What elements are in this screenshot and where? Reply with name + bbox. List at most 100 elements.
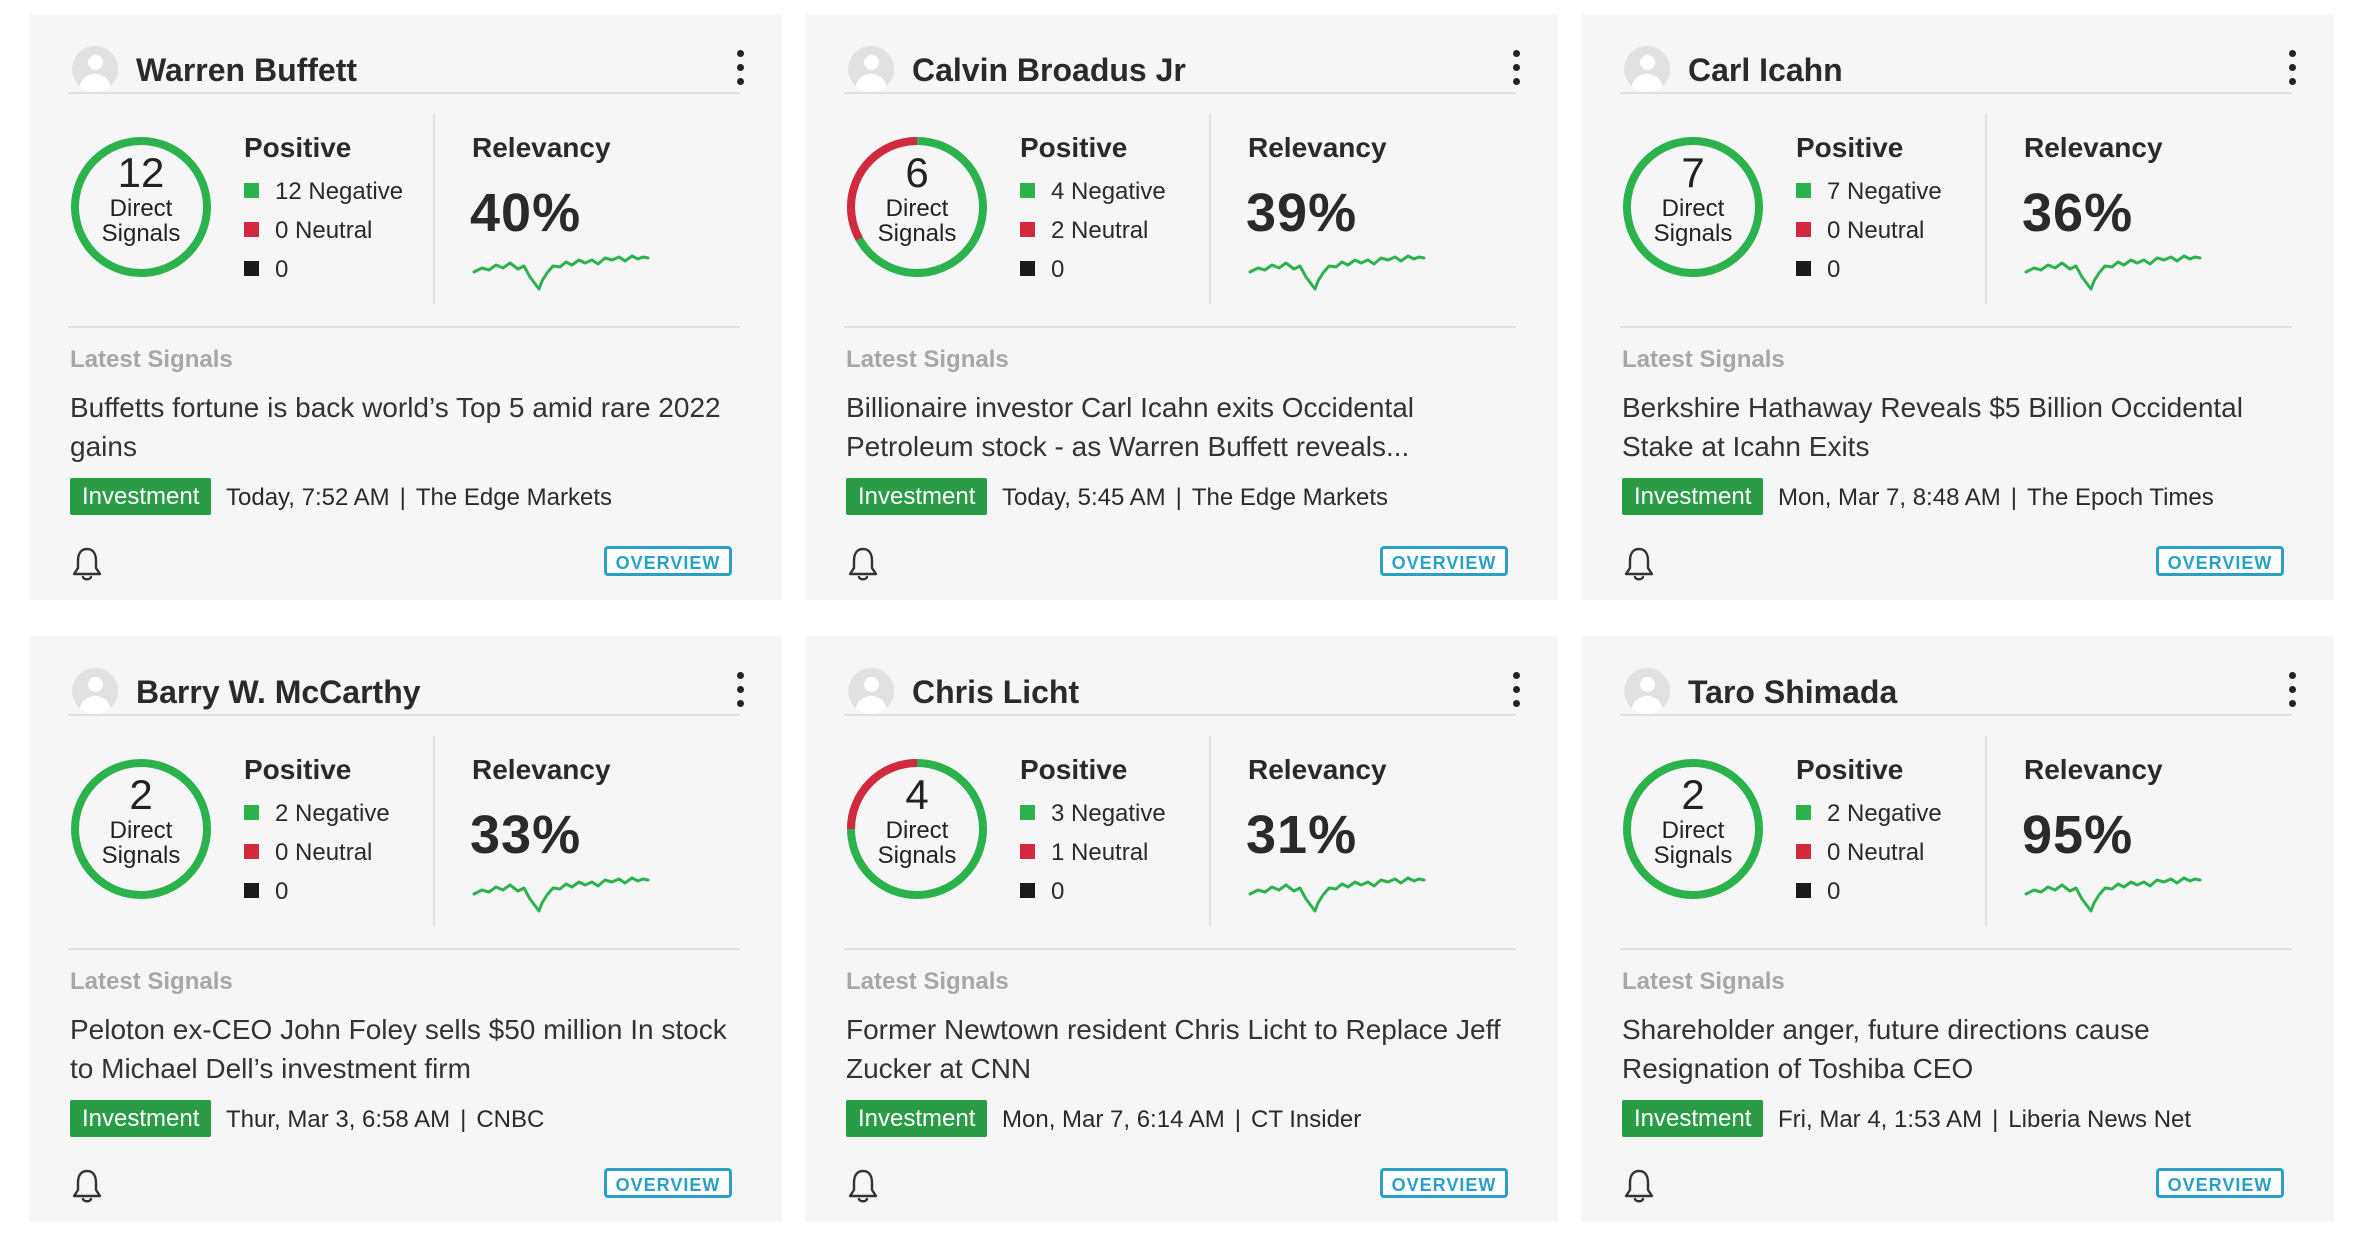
- overview-button[interactable]: OVERVIEW: [1380, 1168, 1508, 1198]
- black-square-icon: [1796, 883, 1811, 898]
- red-square-icon: [244, 222, 259, 237]
- more-vertical-icon[interactable]: [1508, 50, 1524, 90]
- signal-headline-link[interactable]: Buffetts fortune is back world’s Top 5 a…: [70, 392, 721, 462]
- signal-source: The Epoch Times: [2027, 484, 2214, 511]
- signal-headline-link[interactable]: Berkshire Hathaway Reveals $5 Billion Oc…: [1622, 392, 2243, 462]
- person-name[interactable]: Carl Icahn: [1688, 52, 1843, 88]
- direct-signals-ring: 6 Direct Signals: [844, 134, 990, 280]
- relevancy-sparkline: [472, 254, 650, 291]
- horizontal-divider: [68, 948, 740, 950]
- relevancy-heading: Relevancy: [2024, 754, 2163, 785]
- relevancy-value: 95%: [2022, 805, 2134, 865]
- direct-signals-label: Direct Signals: [1653, 195, 1733, 247]
- card-header: Warren Buffett: [68, 36, 744, 94]
- signal-source: The Edge Markets: [415, 484, 612, 511]
- positive-heading: Positive: [1020, 132, 1128, 163]
- bell-icon[interactable]: [1622, 546, 1656, 582]
- bell-icon[interactable]: [70, 546, 104, 582]
- signal-time: Fri, Mar 4, 1:53 AM: [1778, 1106, 1983, 1133]
- direct-signals-label: Direct Signals: [1653, 817, 1733, 869]
- direct-signals-label: Direct Signals: [101, 817, 181, 869]
- legend-other: 0: [1796, 256, 1840, 284]
- more-vertical-icon[interactable]: [2284, 50, 2300, 90]
- person-signal-card: Warren Buffett 12 Direct Signals Positive…: [30, 14, 782, 600]
- black-square-icon: [1020, 261, 1035, 276]
- signal-headline-link[interactable]: Billionaire investor Carl Icahn exits Oc…: [846, 392, 1415, 462]
- card-header: Barry W. McCarthy: [68, 658, 744, 716]
- bell-icon[interactable]: [846, 546, 880, 582]
- person-signal-card: Calvin Broadus Jr 6 Direct Signals Positi…: [806, 14, 1558, 600]
- legend-other: 0: [1796, 878, 1840, 906]
- positive-heading: Positive: [1020, 754, 1128, 785]
- person-name[interactable]: Chris Licht: [912, 674, 1080, 710]
- user-avatar-icon: [1624, 46, 1670, 92]
- signal-time: Today, 7:52 AM: [226, 484, 390, 511]
- direct-signals-ring: 4 Direct Signals: [844, 756, 990, 902]
- signal-headline-link[interactable]: Peloton ex-CEO John Foley sells $50 mill…: [70, 1014, 727, 1084]
- horizontal-divider: [1620, 326, 2292, 328]
- latest-signals-heading: Latest Signals: [846, 968, 1009, 995]
- positive-heading: Positive: [1796, 754, 1904, 785]
- user-avatar-icon: [848, 46, 894, 92]
- person-name[interactable]: Calvin Broadus Jr: [912, 52, 1186, 88]
- relevancy-heading: Relevancy: [472, 132, 611, 163]
- green-square-icon: [1796, 805, 1811, 820]
- legend-neutral: 0 Neutral: [244, 839, 372, 867]
- signal-meta: Thur, Mar 3, 6:58 AM | CNBC: [226, 1106, 545, 1133]
- person-signal-card: Barry W. McCarthy 2 Direct Signals Positi…: [30, 636, 782, 1222]
- signal-source: Liberia News Net: [2008, 1106, 2192, 1133]
- category-tag: Investment: [1622, 478, 1764, 515]
- black-square-icon: [244, 261, 259, 276]
- red-square-icon: [1796, 222, 1811, 237]
- person-name[interactable]: Warren Buffett: [136, 52, 358, 88]
- more-vertical-icon[interactable]: [1508, 672, 1524, 712]
- overview-button[interactable]: OVERVIEW: [1380, 546, 1508, 576]
- overview-button[interactable]: OVERVIEW: [604, 1168, 732, 1198]
- direct-signals-count: 4: [905, 771, 929, 818]
- overview-button[interactable]: OVERVIEW: [2156, 546, 2284, 576]
- bell-icon[interactable]: [846, 1168, 880, 1204]
- person-name[interactable]: Taro Shimada: [1688, 674, 1898, 710]
- vertical-divider: [1985, 114, 1987, 304]
- relevancy-heading: Relevancy: [1248, 754, 1387, 785]
- overview-button[interactable]: OVERVIEW: [2156, 1168, 2284, 1198]
- vertical-divider: [1985, 736, 1987, 926]
- signal-meta: Fri, Mar 4, 1:53 AM | Liberia News Net: [1778, 1106, 2192, 1133]
- more-vertical-icon[interactable]: [732, 672, 748, 712]
- signal-headline-link[interactable]: Shareholder anger, future directions cau…: [1622, 1014, 2150, 1084]
- positive-heading: Positive: [1796, 132, 1904, 163]
- person-name[interactable]: Barry W. McCarthy: [136, 674, 421, 710]
- latest-signals-heading: Latest Signals: [1622, 968, 1785, 995]
- relevancy-sparkline: [1248, 254, 1426, 291]
- category-tag: Investment: [1622, 1100, 1764, 1137]
- more-vertical-icon[interactable]: [2284, 672, 2300, 712]
- relevancy-value: 36%: [2022, 183, 2134, 243]
- black-square-icon: [1796, 261, 1811, 276]
- signal-headline-link[interactable]: Former Newtown resident Chris Licht to R…: [846, 1014, 1501, 1084]
- direct-signals-ring: 12 Direct Signals: [68, 134, 214, 280]
- overview-button[interactable]: OVERVIEW: [604, 546, 732, 576]
- category-tag: Investment: [70, 478, 212, 515]
- bell-icon[interactable]: [1622, 1168, 1656, 1204]
- legend-neutral: 2 Neutral: [1020, 217, 1148, 245]
- user-avatar-icon: [848, 668, 894, 714]
- card-header: Chris Licht: [844, 658, 1520, 716]
- green-square-icon: [1020, 805, 1035, 820]
- green-square-icon: [1796, 183, 1811, 198]
- card-header: Carl Icahn: [1620, 36, 2296, 94]
- signal-meta: Today, 5:45 AM | The Edge Markets: [1002, 484, 1388, 511]
- latest-signals-heading: Latest Signals: [70, 968, 233, 995]
- bell-icon[interactable]: [70, 1168, 104, 1204]
- category-tag: Investment: [70, 1100, 212, 1137]
- legend-neutral: 0 Neutral: [1796, 839, 1924, 867]
- red-square-icon: [1020, 222, 1035, 237]
- legend-negative: 3 Negative: [1020, 800, 1166, 828]
- direct-signals-label: Direct Signals: [877, 195, 957, 247]
- more-vertical-icon[interactable]: [732, 50, 748, 90]
- signal-meta: Today, 7:52 AM | The Edge Markets: [226, 484, 612, 511]
- relevancy-heading: Relevancy: [472, 754, 611, 785]
- legend-other: 0: [1020, 878, 1064, 906]
- legend-negative: 2 Negative: [1796, 800, 1942, 828]
- direct-signals-count: 6: [905, 149, 929, 196]
